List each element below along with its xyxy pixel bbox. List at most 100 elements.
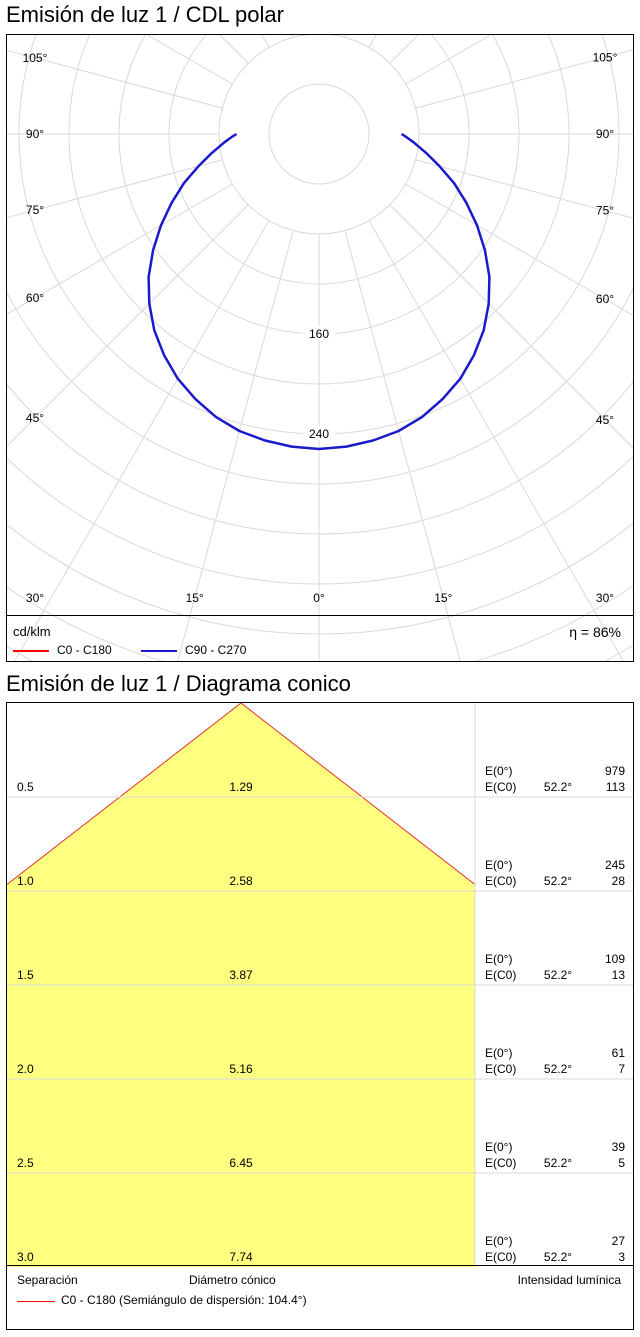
- polar-grid: [7, 35, 633, 661]
- grid-circle: [7, 35, 633, 661]
- diameter-value: 3.87: [229, 968, 253, 982]
- diameter-value: 7.74: [229, 1250, 253, 1264]
- diameter-header: Diámetro cónico: [189, 1273, 276, 1287]
- polar-legend-divider: [7, 615, 633, 616]
- e0-value: 61: [612, 1046, 626, 1060]
- grid-spoke: [368, 35, 377, 48]
- e0-value: 979: [605, 764, 625, 778]
- polar-chart: 160 240 0° 15° 15° 30° 30° 45° 45° 60° 60° 75° 75° 90…: [7, 35, 633, 661]
- grid-circle: [218, 35, 420, 235]
- grid-spoke: [7, 49, 223, 109]
- cone-diagram-title: Emisión de luz 1 / Diagrama conico: [6, 671, 351, 696]
- angle-label: 75°: [596, 204, 614, 218]
- e0-value: 109: [605, 952, 625, 966]
- angle-label: 30°: [596, 591, 614, 605]
- ec0-label: E(C0): [485, 1250, 516, 1264]
- grid-spoke: [415, 159, 633, 219]
- grid-spoke: [368, 220, 624, 661]
- cone-diagram: 0.5 1.29 E(0°) 979 E(C0) 52.2° 113 1.0 2.58 E(0°)…: [7, 703, 633, 1267]
- ec0-label: E(C0): [485, 780, 516, 794]
- cone-legend-swatch: [17, 1301, 55, 1302]
- diameter-value: 2.58: [229, 874, 253, 888]
- radial-tick-label: 240: [309, 427, 329, 441]
- grid-spoke: [14, 220, 270, 661]
- angle-label: 90°: [596, 127, 614, 141]
- polar-chart-title: Emisión de luz 1 / CDL polar: [6, 2, 284, 27]
- half-angle-value: 52.2°: [544, 874, 572, 888]
- intensity-header: Intensidad lumínica: [517, 1273, 621, 1287]
- ec0-value: 28: [612, 874, 626, 888]
- angle-label: 15°: [434, 591, 452, 605]
- polar-chart-panel: 160 240 0° 15° 15° 30° 30° 45° 45° 60° 60° 75° 75° 90…: [6, 34, 634, 662]
- separation-value: 1.0: [17, 874, 34, 888]
- radial-tick-label: 160: [309, 327, 329, 341]
- separation-value: 3.0: [17, 1250, 34, 1264]
- half-angle-value: 52.2°: [544, 1062, 572, 1076]
- angle-label: 30°: [26, 591, 44, 605]
- half-angle-value: 52.2°: [544, 780, 572, 794]
- grid-circle: [7, 644, 633, 661]
- ec0-label: E(C0): [485, 968, 516, 982]
- legend-swatch-c90-c270: [141, 650, 177, 652]
- grid-spoke: [261, 35, 270, 48]
- half-angle-value: 52.2°: [544, 1250, 572, 1264]
- ec0-value: 113: [606, 780, 625, 794]
- ec0-value: 13: [612, 968, 626, 982]
- e0-label: E(0°): [485, 764, 512, 778]
- cone-diagram-panel: 0.5 1.29 E(0°) 979 E(C0) 52.2° 113 1.0 2.58 E(0°)…: [6, 702, 634, 1330]
- cone-legend-label: C0 - C180 (Semiángulo de dispersión: 104…: [61, 1293, 307, 1307]
- grid-circle: [7, 380, 633, 535]
- diameter-value: 5.16: [229, 1062, 253, 1076]
- half-angle-value: 52.2°: [544, 968, 572, 982]
- separation-value: 0.5: [17, 780, 34, 794]
- e0-label: E(0°): [485, 952, 512, 966]
- angle-label: 0°: [313, 591, 325, 605]
- series-curve: [147, 132, 491, 451]
- ec0-label: E(C0): [485, 1156, 516, 1170]
- cone-footer-divider: [7, 1265, 633, 1266]
- diameter-value: 1.29: [229, 780, 253, 794]
- angle-label: 75°: [26, 203, 44, 217]
- cone-edge-right: [240, 703, 476, 885]
- diameter-value: 6.45: [229, 1156, 253, 1170]
- separation-value: 1.5: [17, 968, 34, 982]
- legend-label-c90-c270: C90 - C270: [185, 643, 247, 657]
- e0-value: 27: [612, 1234, 626, 1248]
- ec0-value: 7: [618, 1062, 625, 1076]
- grid-spoke: [177, 230, 294, 661]
- grid-spoke: [7, 204, 249, 447]
- angle-label: 45°: [26, 411, 44, 425]
- e0-label: E(0°): [485, 858, 512, 872]
- grid-spoke: [7, 159, 223, 219]
- grid-spoke: [415, 49, 633, 109]
- grid-spoke: [7, 183, 233, 315]
- angle-label: 60°: [596, 292, 614, 306]
- angle-label: 15°: [186, 591, 204, 605]
- radial-tick-bg: [303, 426, 335, 440]
- e0-value: 39: [612, 1140, 626, 1154]
- radial-tick-bg: [303, 326, 335, 340]
- efficiency-label: η = 86%: [569, 624, 621, 640]
- angle-label: 105°: [593, 50, 618, 64]
- separation-value: 2.0: [17, 1062, 34, 1076]
- ec0-label: E(C0): [485, 874, 516, 888]
- e0-label: E(0°): [485, 1046, 512, 1060]
- ec0-value: 5: [618, 1156, 625, 1170]
- grid-circle: [7, 584, 633, 661]
- legend-swatch-c0-c180: [13, 650, 49, 652]
- angle-label: 105°: [23, 51, 48, 65]
- separation-header: Separación: [17, 1273, 78, 1287]
- grid-circle: [7, 455, 633, 585]
- polar-unit-label: cd/klm: [13, 624, 51, 639]
- grid-spoke: [344, 230, 461, 661]
- angle-label: 90°: [26, 127, 44, 141]
- half-angle-value: 52.2°: [544, 1156, 572, 1170]
- grid-circle: [7, 35, 633, 661]
- cone-edge-left: [7, 703, 242, 885]
- ec0-value: 3: [618, 1250, 625, 1264]
- angle-label: 45°: [596, 413, 614, 427]
- grid-spoke: [405, 183, 633, 316]
- angle-label: 60°: [26, 291, 44, 305]
- e0-value: 245: [605, 858, 625, 872]
- e0-label: E(0°): [485, 1234, 512, 1248]
